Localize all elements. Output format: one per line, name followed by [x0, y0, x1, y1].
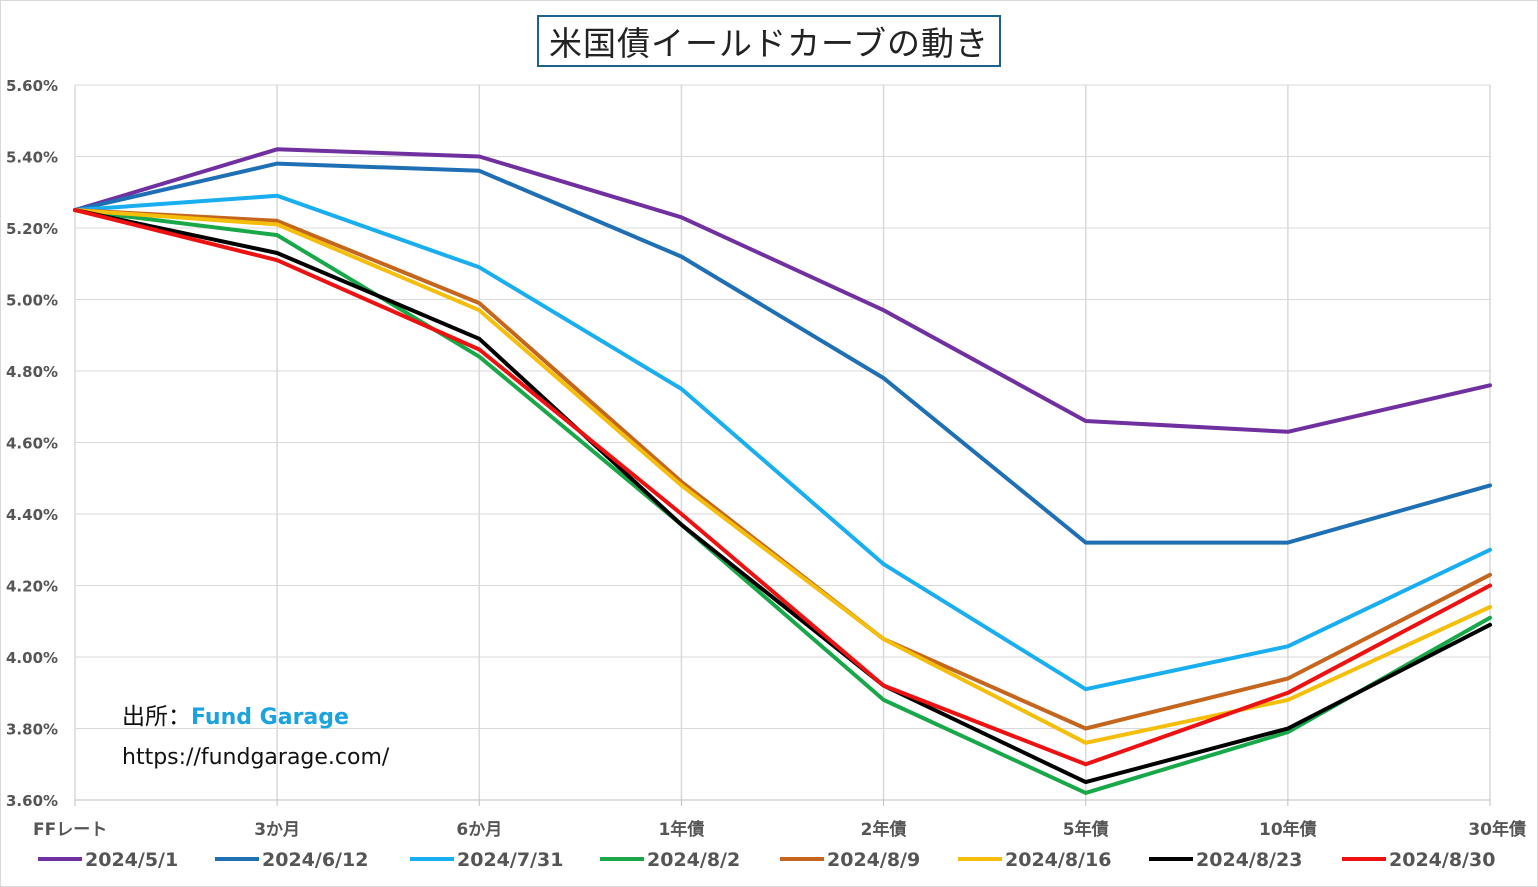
y-tick-label: 3.80% [6, 721, 58, 739]
legend-label: 2024/8/9 [827, 849, 920, 871]
y-tick-label: 5.60% [6, 77, 58, 95]
x-tick-label: 10年債 [1259, 819, 1317, 840]
y-tick-label: 4.60% [6, 435, 58, 453]
y-tick-label: 4.00% [6, 649, 58, 667]
legend-label: 2024/8/23 [1196, 849, 1302, 871]
x-tick-label: 5年債 [1063, 819, 1109, 840]
legend-label: 2024/6/12 [262, 849, 368, 871]
series-line [73, 208, 1492, 795]
x-tick-label: 3か月 [254, 820, 300, 840]
legend-label: 2024/8/16 [1005, 849, 1111, 871]
series-line [73, 208, 1492, 767]
source-label: 出所： [122, 704, 191, 730]
series-line [73, 193, 1492, 692]
series-line [73, 208, 1492, 745]
x-tick-label: FFレート [33, 820, 107, 840]
legend-label: 2024/8/2 [647, 849, 740, 871]
series-line [73, 147, 1492, 434]
y-tick-label: 3.60% [6, 792, 58, 810]
series-line [73, 208, 1492, 731]
x-tick-label: 6か月 [456, 820, 502, 840]
source-url: https://fundgarage.com/ [122, 745, 390, 770]
y-tick-label: 4.20% [6, 578, 58, 596]
series-line [73, 161, 1492, 545]
series-line [73, 208, 1492, 785]
y-tick-label: 5.00% [6, 292, 58, 310]
legend-label: 2024/8/30 [1389, 849, 1495, 871]
y-tick-label: 4.80% [6, 363, 58, 381]
x-tick-label: 1年債 [659, 819, 705, 840]
y-tick-label: 5.20% [6, 220, 58, 238]
chart-title: 米国債イールドカーブの動き [537, 15, 1001, 67]
source-name: Fund Garage [191, 705, 349, 730]
x-tick-label: 2年債 [861, 819, 907, 840]
y-tick-label: 5.40% [6, 149, 58, 167]
legend-label: 2024/5/1 [85, 849, 178, 871]
legend-label: 2024/7/31 [457, 849, 563, 871]
y-tick-label: 4.40% [6, 506, 58, 524]
x-tick-label: 30年債 [1468, 819, 1526, 840]
source-credit: 出所： Fund Garage https://fundgarage.com/ [122, 697, 389, 770]
